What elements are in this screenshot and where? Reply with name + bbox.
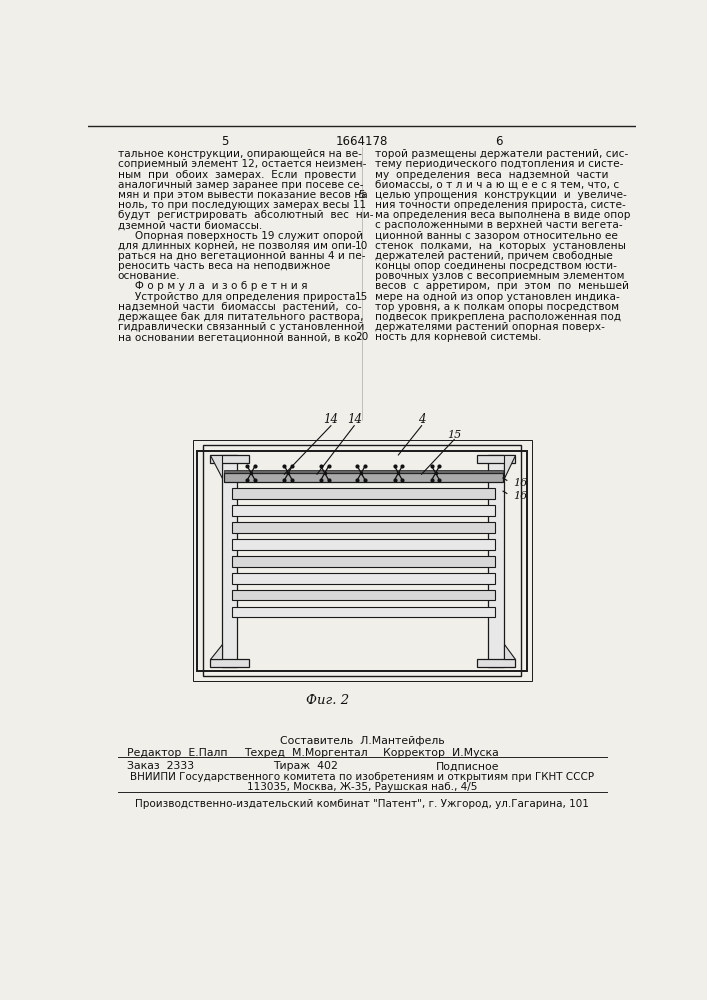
Text: тему периодического подтопления и систе-: тему периодического подтопления и систе- (375, 159, 624, 169)
Bar (222, 455, 237, 667)
Bar (210, 659, 249, 667)
Bar (197, 451, 527, 671)
Text: ноль, то при последующих замерах весы 11: ноль, то при последующих замерах весы 11 (118, 200, 366, 210)
Text: Редактор  Е.Палп: Редактор Е.Палп (127, 748, 228, 758)
Text: тальное конструкции, опирающейся на ве-: тальное конструкции, опирающейся на ве- (118, 149, 362, 159)
Text: целью упрощения  конструкции  и  увеличе-: целью упрощения конструкции и увеличе- (375, 190, 627, 200)
Text: Опорная поверхность 19 служит опорой: Опорная поверхность 19 служит опорой (118, 231, 363, 241)
Text: ВНИИПИ Государственного комитета по изобретениям и открытиям при ГКНТ СССР: ВНИИПИ Государственного комитета по изоб… (130, 772, 594, 782)
Bar (203, 445, 521, 676)
Text: Подписное: Подписное (436, 761, 499, 771)
Text: мере на одной из опор установлен индика-: мере на одной из опор установлен индика- (375, 292, 620, 302)
Text: 14: 14 (323, 413, 339, 426)
Bar (232, 607, 495, 617)
Text: 113035, Москва, Ж-35, Раушская наб., 4/5: 113035, Москва, Ж-35, Раушская наб., 4/5 (247, 782, 477, 792)
Bar (477, 659, 515, 667)
Text: 20: 20 (355, 332, 368, 342)
Polygon shape (210, 644, 222, 659)
Text: реносить часть веса на неподвижное: реносить часть веса на неподвижное (118, 261, 330, 271)
Text: весов  с  арретиром,  при  этом  по  меньшей: весов с арретиром, при этом по меньшей (375, 281, 629, 291)
Bar (232, 590, 495, 600)
Bar (193, 440, 532, 681)
Text: концы опор соединены посредством юсти-: концы опор соединены посредством юсти- (375, 261, 617, 271)
Bar (232, 505, 495, 516)
Text: 6: 6 (496, 135, 503, 148)
Bar (232, 488, 495, 499)
Text: подвесок прикреплена расположенная под: подвесок прикреплена расположенная под (375, 312, 621, 322)
Text: раться на дно вегетационной ванны 4 и пе-: раться на дно вегетационной ванны 4 и пе… (118, 251, 366, 261)
Text: 14: 14 (346, 413, 362, 426)
Bar (224, 473, 503, 482)
Text: 16: 16 (513, 478, 527, 488)
Text: 1664178: 1664178 (336, 135, 388, 148)
Text: дземной части биомассы.: дземной части биомассы. (118, 220, 262, 230)
Text: Фиг. 2: Фиг. 2 (305, 694, 349, 707)
Text: держателей растений, причем свободные: держателей растений, причем свободные (375, 251, 613, 261)
Text: торой размещены держатели растений, сис-: торой размещены держатели растений, сис- (375, 149, 629, 159)
Text: стенок  полками,  на  которых  установлены: стенок полками, на которых установлены (375, 241, 626, 251)
Text: Заказ  2333: Заказ 2333 (127, 761, 194, 771)
Text: для длинных корней, не позволяя им опи-: для длинных корней, не позволяя им опи- (118, 241, 356, 251)
Bar (477, 455, 515, 463)
Text: будут  регистрировать  абсолютный  вес  ни-: будут регистрировать абсолютный вес ни- (118, 210, 373, 220)
Text: 15: 15 (447, 430, 461, 440)
Polygon shape (504, 644, 515, 659)
Bar (489, 455, 504, 667)
Bar (210, 455, 249, 463)
Text: 5: 5 (221, 135, 228, 148)
Text: Тираж  402: Тираж 402 (273, 761, 338, 771)
Text: мян и при этом вывести показание весов на: мян и при этом вывести показание весов н… (118, 190, 368, 200)
Text: Составитель  Л.Мантейфель: Составитель Л.Мантейфель (280, 736, 444, 746)
Text: 16: 16 (513, 491, 527, 501)
Text: Ф о р м у л а  и з о б р е т н и я: Ф о р м у л а и з о б р е т н и я (118, 281, 308, 291)
Text: ным  при  обоих  замерах.  Если  провести: ным при обоих замерах. Если провести (118, 170, 356, 180)
Text: ма определения веса выполнена в виде опор: ма определения веса выполнена в виде опо… (375, 210, 631, 220)
Text: Устройство для определения прироста: Устройство для определения прироста (118, 292, 356, 302)
Text: ния точности определения прироста, систе-: ния точности определения прироста, систе… (375, 200, 626, 210)
Bar (232, 539, 495, 550)
Text: тор уровня, а к полкам опоры посредством: тор уровня, а к полкам опоры посредством (375, 302, 619, 312)
Text: на основании вегетационной ванной, в ко-: на основании вегетационной ванной, в ко- (118, 332, 361, 342)
Text: му  определения  веса  надземной  части: му определения веса надземной части (375, 170, 609, 180)
Bar (232, 573, 495, 584)
Text: гидравлически связанный с установленной: гидравлически связанный с установленной (118, 322, 364, 332)
Bar (232, 556, 495, 567)
Text: 5: 5 (358, 190, 366, 200)
Text: аналогичный замер заранее при посеве се-: аналогичный замер заранее при посеве се- (118, 180, 363, 190)
Text: ровочных узлов с весоприемным элементом: ровочных узлов с весоприемным элементом (375, 271, 624, 281)
Polygon shape (210, 455, 222, 478)
Bar (224, 470, 503, 473)
Text: 10: 10 (355, 241, 368, 251)
Text: 15: 15 (356, 292, 368, 302)
Text: держателями растений опорная поверх-: держателями растений опорная поверх- (375, 322, 605, 332)
Text: биомассы, о т л и ч а ю щ е е с я тем, что, с: биомассы, о т л и ч а ю щ е е с я тем, ч… (375, 180, 619, 190)
Text: ность для корневой системы.: ность для корневой системы. (375, 332, 542, 342)
Polygon shape (504, 455, 515, 478)
Bar (232, 522, 495, 533)
Text: Производственно-издательский комбинат "Патент", г. Ужгород, ул.Гагарина, 101: Производственно-издательский комбинат "П… (135, 799, 589, 809)
Text: Техред  М.Моргентал: Техред М.Моргентал (244, 748, 367, 758)
Text: держащее бак для питательного раствора,: держащее бак для питательного раствора, (118, 312, 363, 322)
Text: с расположенными в верхней части вегета-: с расположенными в верхней части вегета- (375, 220, 623, 230)
Text: надземной части  биомассы  растений,  со-: надземной части биомассы растений, со- (118, 302, 361, 312)
Text: основание.: основание. (118, 271, 180, 281)
Text: Корректор  И.Муска: Корректор И.Муска (383, 748, 499, 758)
Text: 4: 4 (418, 413, 426, 426)
Text: соприемный элемент 12, остается неизмен-: соприемный элемент 12, остается неизмен- (118, 159, 366, 169)
Text: ционной ванны с зазором относительно ее: ционной ванны с зазором относительно ее (375, 231, 618, 241)
